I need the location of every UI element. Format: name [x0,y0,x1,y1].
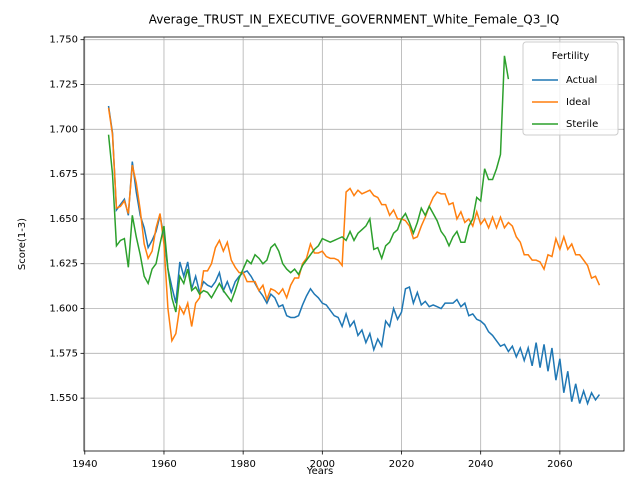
legend-box [522,41,619,136]
legend-label: Actual [566,75,597,86]
y-axis-label: Score(1-3) [17,218,28,270]
series-line [107,107,601,344]
plot-frame [83,36,625,452]
legend-title: Fertility [552,51,590,62]
chart-title: Average_TRUST_IN_EXECUTIVE_GOVERNMENT_Wh… [149,13,560,27]
x-tick-label: 1960 [151,459,176,470]
x-tick-label: 1980 [230,459,255,470]
y-tick-label: 1.675 [49,169,78,180]
y-tick-label: 1.625 [49,259,78,270]
x-tick-label: 2000 [310,459,335,470]
x-tick-label: 2060 [547,459,572,470]
x-tick-label: 2020 [389,459,414,470]
legend-label: Sterile [566,119,598,130]
y-tick-label: 1.550 [49,393,78,404]
legend: Fertility Actual Ideal Sterile [522,41,619,136]
legend-label: Ideal [566,97,590,108]
y-tick-label: 1.575 [49,348,78,359]
y-tick-label: 1.750 [49,35,78,46]
x-tick-label: 2040 [468,459,493,470]
x-tick-label: 1940 [72,459,97,470]
y-tick-label: 1.600 [49,304,78,315]
x-axis-label: Years [306,466,333,477]
y-tick-label: 1.725 [49,79,78,90]
y-tick-label: 1.650 [49,214,78,225]
series-line [107,55,510,313]
y-tick-label: 1.700 [49,124,78,135]
